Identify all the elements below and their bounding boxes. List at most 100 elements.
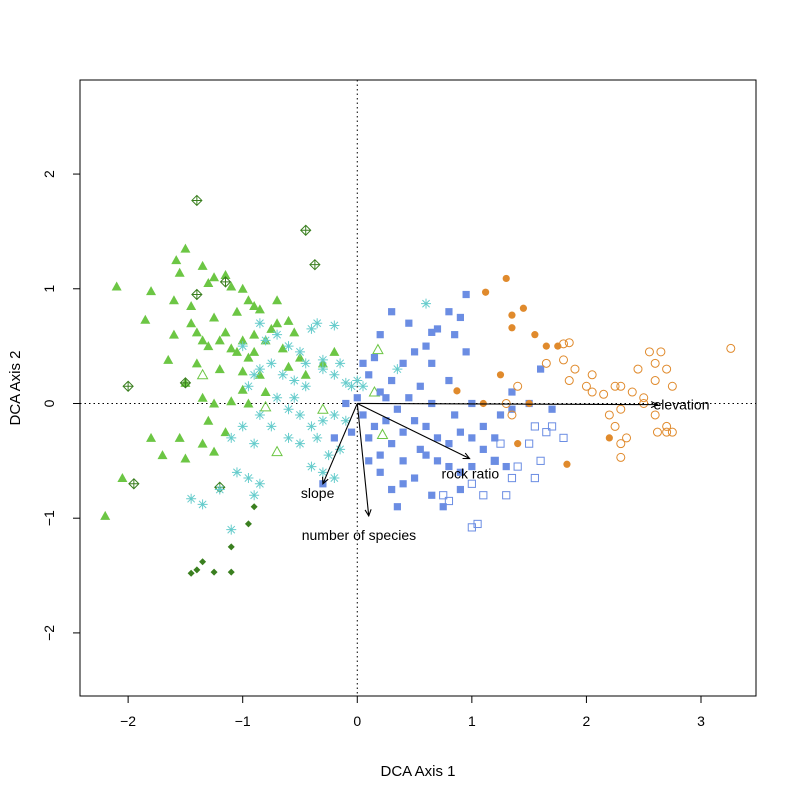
vector-label: rock ratio — [442, 466, 500, 482]
data-point — [662, 427, 672, 437]
data-point — [388, 308, 396, 316]
vector-arrow — [356, 403, 370, 516]
data-point — [237, 335, 248, 345]
data-point — [226, 281, 237, 291]
data-point — [491, 434, 499, 442]
data-point — [140, 314, 151, 324]
data-point — [203, 415, 214, 425]
data-point — [209, 312, 220, 322]
data-point — [519, 304, 528, 312]
data-point — [347, 428, 356, 436]
data-point — [376, 468, 384, 476]
data-point — [231, 306, 242, 316]
data-point — [502, 274, 510, 283]
data-point — [243, 473, 254, 484]
data-point — [266, 358, 277, 369]
data-point — [197, 335, 208, 345]
data-point — [468, 462, 476, 471]
y-tick-label: −1 — [41, 510, 57, 526]
data-point — [329, 473, 340, 484]
data-point — [536, 456, 545, 465]
data-point — [376, 428, 389, 439]
data-point — [226, 396, 237, 406]
data-point — [365, 457, 373, 465]
data-point — [445, 308, 453, 316]
data-point — [317, 354, 328, 365]
data-point — [283, 404, 294, 415]
data-point — [652, 427, 662, 437]
data-point — [559, 339, 569, 349]
data-point — [639, 398, 649, 408]
vector-arrowhead — [364, 509, 372, 518]
data-point — [271, 445, 283, 457]
data-point — [254, 304, 265, 314]
data-point — [191, 327, 202, 337]
vector-label: number of species — [302, 527, 416, 543]
data-point — [197, 438, 208, 448]
data-point — [421, 298, 432, 309]
y-tick-label: 2 — [41, 170, 57, 178]
data-point — [508, 324, 516, 332]
data-point — [243, 381, 254, 392]
data-point — [439, 491, 448, 500]
data-point — [306, 461, 317, 472]
data-point — [541, 358, 551, 368]
vector-arrowhead — [650, 401, 659, 409]
data-point — [382, 417, 390, 425]
data-point — [186, 318, 197, 328]
data-point — [317, 415, 328, 426]
data-point — [203, 278, 214, 288]
data-point — [496, 371, 505, 379]
data-point — [209, 446, 220, 456]
data-point — [382, 394, 390, 402]
data-point — [197, 260, 208, 270]
data-point — [662, 364, 672, 374]
data-point — [604, 410, 614, 420]
data-point — [467, 479, 476, 488]
vector-label: slope — [301, 485, 335, 501]
data-point — [507, 410, 517, 420]
y-tick-label: −2 — [41, 625, 57, 641]
data-point — [536, 365, 545, 373]
data-point — [559, 433, 568, 442]
data-point — [507, 473, 517, 483]
data-point — [209, 272, 220, 282]
x-tick-label: −2 — [120, 713, 136, 729]
data-point — [542, 342, 550, 350]
data-point — [667, 427, 677, 437]
data-point — [548, 405, 556, 413]
data-point — [410, 417, 419, 425]
data-point — [220, 270, 231, 280]
data-point — [289, 375, 300, 386]
data-point — [501, 398, 511, 408]
data-point — [203, 341, 214, 351]
data-point — [531, 331, 539, 339]
data-point — [317, 364, 328, 375]
data-point — [191, 194, 203, 207]
data-point — [128, 478, 140, 490]
vector-arrow — [357, 402, 470, 460]
data-point — [199, 558, 207, 566]
data-point — [329, 369, 340, 380]
data-point — [372, 343, 384, 355]
data-point — [422, 342, 430, 350]
data-point — [451, 331, 459, 339]
data-point — [237, 341, 248, 352]
data-point — [250, 503, 258, 511]
data-point — [289, 392, 300, 403]
data-point — [422, 422, 430, 431]
data-point — [180, 453, 191, 463]
vector-layer: elevation rock ratio slope number of specie… — [301, 397, 710, 543]
data-point — [163, 354, 174, 364]
data-point — [146, 432, 157, 442]
data-point — [502, 491, 511, 500]
data-point — [376, 331, 384, 339]
data-point — [174, 432, 185, 442]
data-point — [388, 440, 396, 448]
data-point — [564, 376, 574, 386]
data-point — [422, 451, 430, 459]
data-point — [306, 323, 317, 334]
data-point — [581, 381, 591, 391]
data-point — [462, 348, 470, 356]
data-point — [329, 346, 340, 356]
